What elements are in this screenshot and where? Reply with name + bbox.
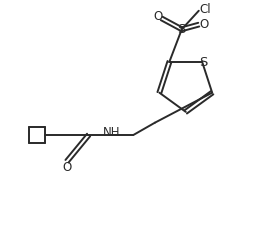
- Text: Cl: Cl: [199, 3, 211, 16]
- Text: O: O: [62, 161, 72, 174]
- Text: S: S: [178, 23, 186, 36]
- Text: O: O: [200, 18, 209, 31]
- Text: NH: NH: [103, 126, 121, 139]
- Text: O: O: [153, 10, 162, 24]
- Text: S: S: [199, 56, 208, 69]
